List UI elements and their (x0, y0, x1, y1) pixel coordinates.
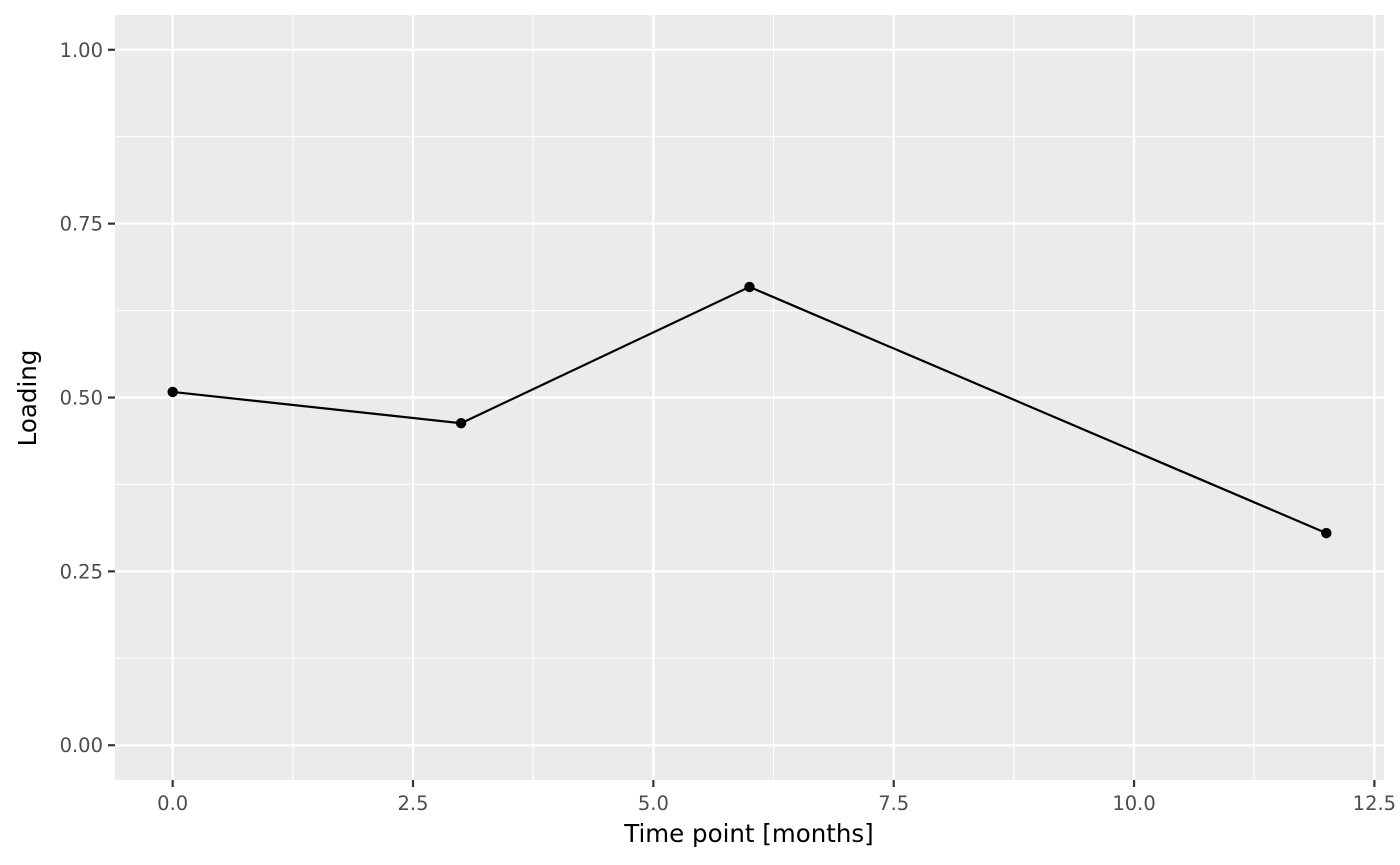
y-axis: 0.00 0.25 0.50 0.75 1.00 (60, 39, 115, 757)
x-tick-label: 2.5 (398, 792, 429, 815)
x-tick-label: 7.5 (878, 792, 909, 815)
data-point (744, 281, 755, 293)
data-point (455, 418, 467, 429)
y-axis-title: Loading (13, 350, 42, 447)
data-point (1321, 527, 1332, 539)
x-axis-title: Time point [months] (623, 819, 873, 848)
x-axis: 0.0 2.5 5.0 7.5 10.0 12.5 (157, 780, 1396, 815)
y-tick-label: 0.25 (60, 560, 103, 583)
series-layer (167, 281, 1332, 539)
series-line (172, 285, 1327, 535)
y-tick-label: 0.00 (60, 734, 103, 757)
x-tick-label: 10.0 (1112, 792, 1155, 815)
major-gridlines (115, 15, 1384, 780)
x-tick-label: 5.0 (638, 792, 669, 815)
x-tick-label: 0.0 (157, 792, 188, 815)
x-tick-label: 12.5 (1353, 792, 1396, 815)
y-tick-label: 1.00 (60, 39, 103, 62)
data-point (167, 386, 178, 398)
y-tick-label: 0.50 (60, 387, 103, 410)
y-tick-label: 0.75 (60, 213, 103, 236)
